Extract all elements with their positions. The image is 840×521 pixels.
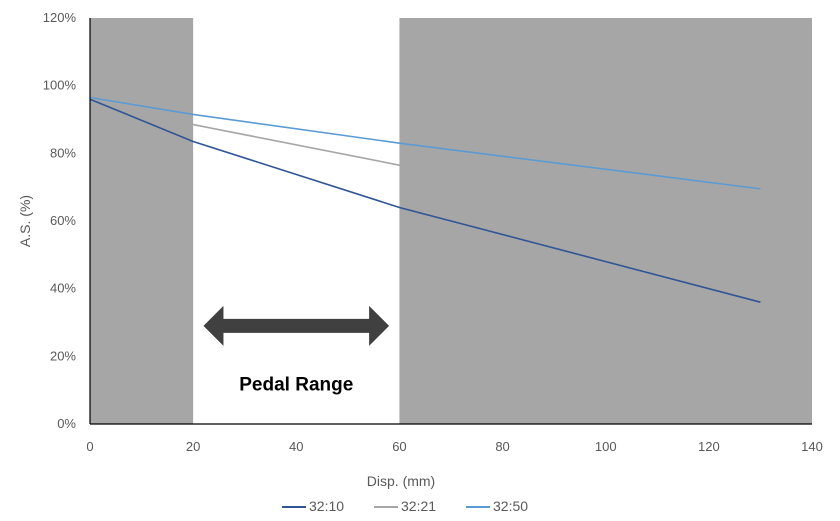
- axes: 0 20 40 60 80 100 120 140 0% 20% 40% 60% 80% 100% 120%: [43, 10, 823, 454]
- series-line-32-50: [89, 96, 761, 190]
- y-tick-label: 60%: [50, 213, 76, 228]
- x-tick-label: 80: [495, 439, 509, 454]
- x-tick-label: 120: [698, 439, 720, 454]
- x-tick-label: 40: [289, 439, 303, 454]
- x-tick-label: 140: [801, 439, 823, 454]
- legend-label: 32:10: [309, 498, 344, 514]
- annotation: Pedal Range: [203, 305, 390, 395]
- annotation-text: Pedal Range: [239, 374, 353, 395]
- y-tick-label: 0%: [57, 416, 76, 431]
- y-tick-label: 40%: [50, 281, 76, 296]
- y-tick-label: 120%: [43, 10, 77, 25]
- legend-label: 32:21: [401, 498, 436, 514]
- y-axis-title: A.S. (%): [17, 195, 33, 247]
- shaded-region-1: [90, 18, 194, 424]
- y-tick-label: 100%: [43, 78, 77, 93]
- y-tick-label: 80%: [50, 145, 76, 160]
- x-tick-label: 0: [86, 439, 93, 454]
- double-arrow-icon: [203, 305, 390, 346]
- legend: 32:10 32:21 32:50: [282, 498, 528, 514]
- x-tick-label: 60: [392, 439, 406, 454]
- x-tick-label: 20: [186, 439, 200, 454]
- legend-label: 32:50: [493, 498, 528, 514]
- x-axis-title: Disp. (mm): [367, 473, 435, 489]
- series-line-32-21: [89, 96, 761, 229]
- y-tick-label: 20%: [50, 348, 76, 363]
- shaded-regions: [90, 18, 812, 424]
- x-tick-label: 100: [595, 439, 617, 454]
- shaded-region-2: [399, 18, 812, 424]
- series-lines: [89, 96, 761, 303]
- series-line-32-10: [89, 98, 761, 303]
